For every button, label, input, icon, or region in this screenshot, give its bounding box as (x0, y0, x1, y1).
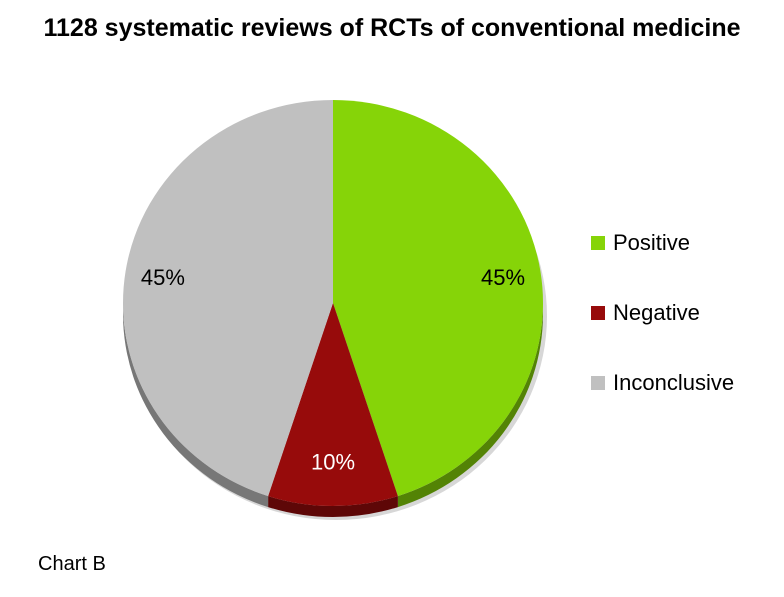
chart-footnote: Chart B (38, 553, 106, 575)
pie-slices (122, 100, 544, 518)
pie-label-positive: 45% (481, 265, 525, 290)
legend-label-positive: Positive (613, 230, 691, 255)
legend-swatch-positive (591, 236, 605, 250)
pie-label-inconclusive: 45% (141, 265, 185, 290)
pie-labels: 45% 10% 45% (141, 265, 525, 474)
legend-label-negative: Negative (613, 300, 700, 325)
pie-side-positive (397, 303, 543, 508)
chart-title: 1128 systematic reviews of RCTs of conve… (43, 14, 741, 42)
pie-side-inconclusive (123, 303, 269, 508)
legend-swatch-inconclusive (591, 376, 605, 390)
pie-label-negative: 10% (311, 449, 355, 474)
pie-side-negative (268, 496, 398, 518)
pie-slice-positive (333, 100, 544, 497)
pie-slice-negative (268, 303, 398, 507)
pie-slice-inconclusive (122, 100, 333, 497)
legend-swatch-negative (591, 306, 605, 320)
legend-label-inconclusive: Inconclusive (613, 370, 735, 395)
